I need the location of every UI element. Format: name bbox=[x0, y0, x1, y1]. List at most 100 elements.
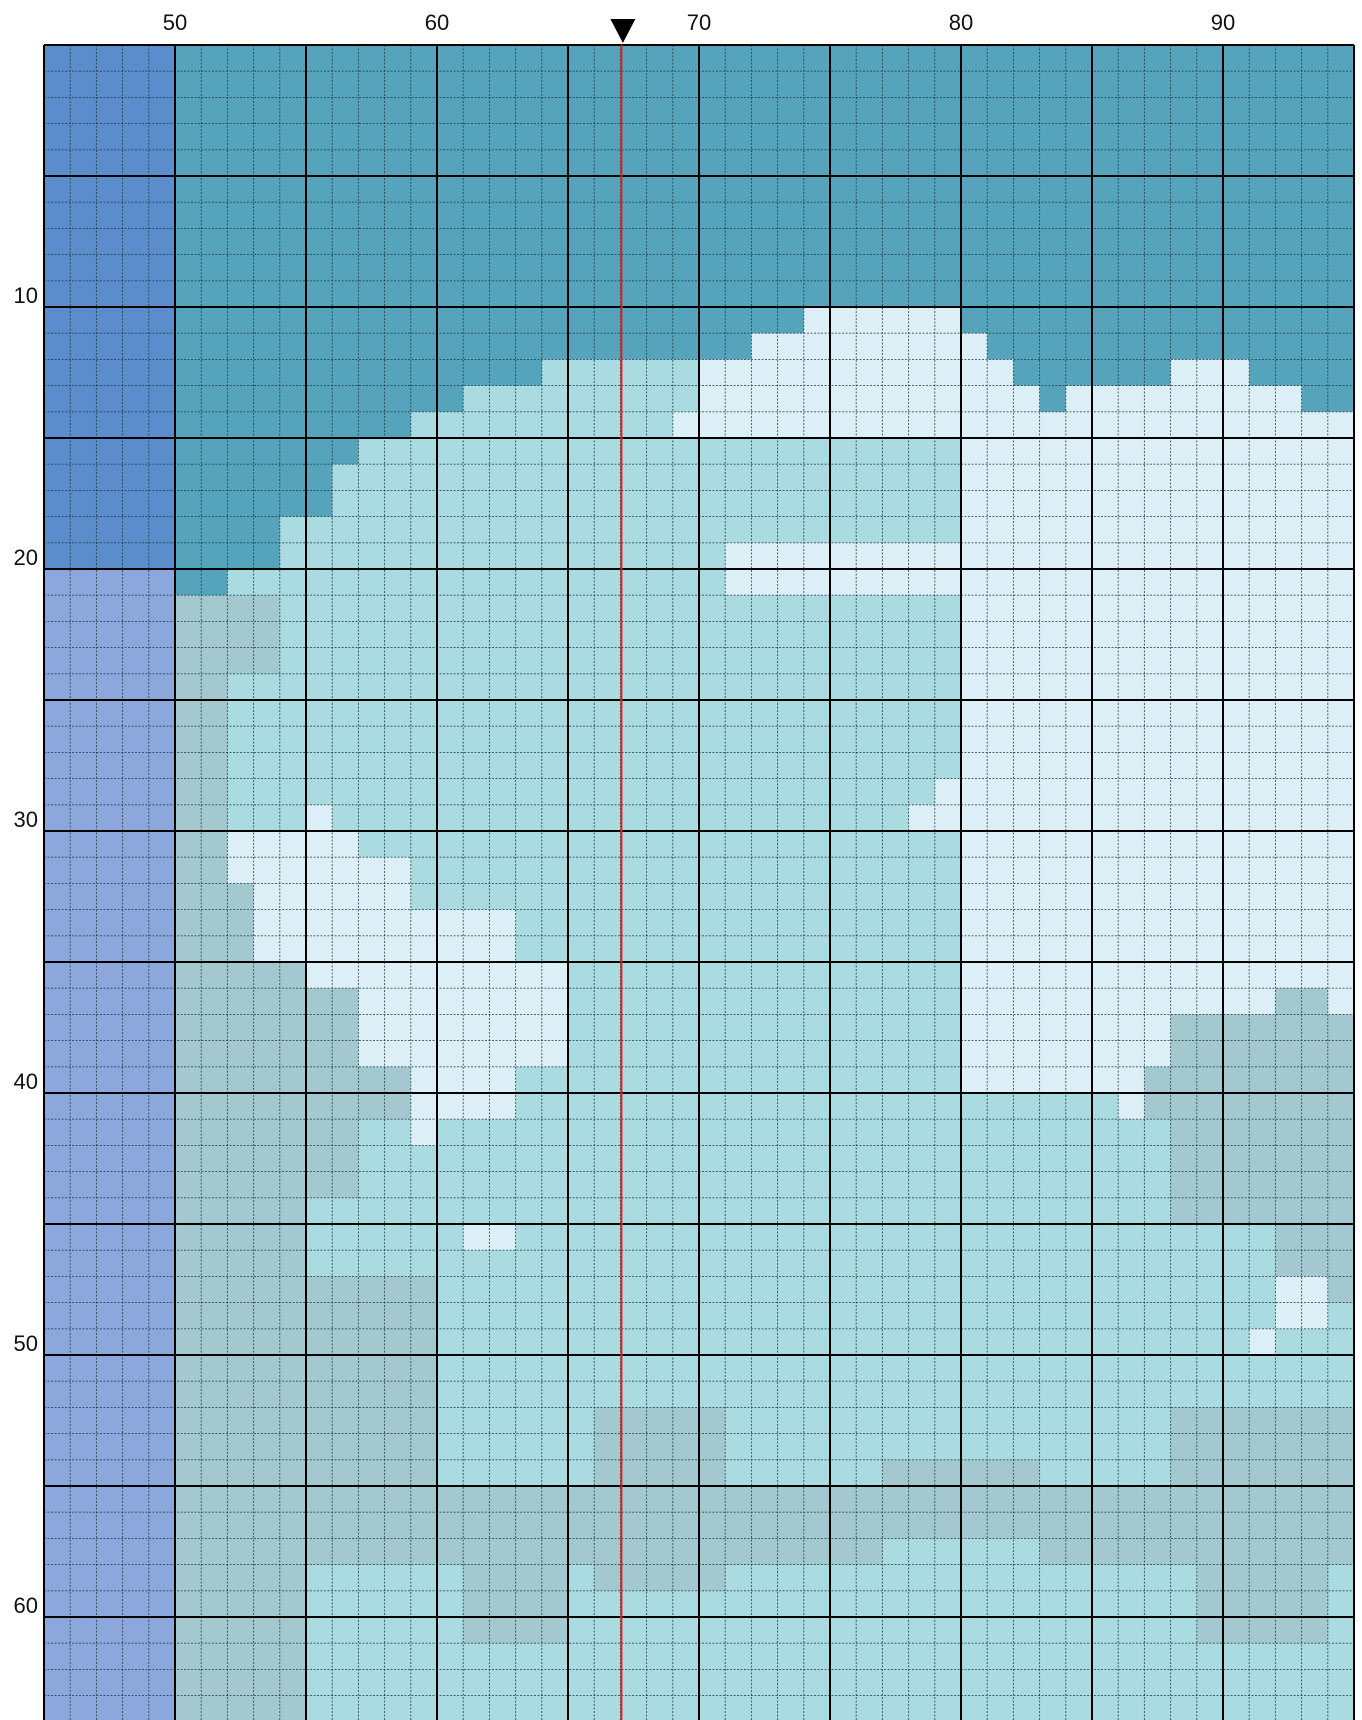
stitch-run-aqua bbox=[568, 962, 962, 989]
stitch-run-aqua bbox=[437, 1328, 1250, 1356]
stitch-run-lavender bbox=[44, 1433, 176, 1461]
stitch-run-blue bbox=[44, 307, 176, 334]
stitch-run-grey bbox=[175, 1171, 359, 1199]
stitch-run-ice bbox=[961, 1066, 1145, 1094]
column-label-50: 50 bbox=[163, 10, 187, 35]
stitch-run-blue bbox=[44, 542, 176, 570]
column-label-70: 70 bbox=[687, 10, 711, 35]
stitch-run-lavender bbox=[44, 1617, 176, 1644]
stitch-run-lavender bbox=[44, 962, 176, 989]
stitch-run-lavender bbox=[44, 1512, 176, 1539]
stitch-run-grey bbox=[175, 935, 254, 963]
stitch-run-ice bbox=[961, 935, 1355, 963]
stitch-run-blue bbox=[44, 411, 176, 439]
stitch-run-lavender bbox=[44, 1276, 176, 1303]
stitch-run-aqua bbox=[1327, 1564, 1355, 1592]
stitch-run-teal bbox=[175, 280, 1355, 308]
stitch-run-ice bbox=[961, 909, 1355, 937]
major-grid-lines bbox=[43, 44, 1355, 1720]
stitch-run-blue bbox=[44, 176, 176, 203]
stitch-run-aqua bbox=[463, 385, 700, 413]
stitch-run-lavender bbox=[44, 1197, 176, 1225]
stitch-run-lavender bbox=[44, 1171, 176, 1199]
stitch-run-aqua bbox=[1275, 1328, 1355, 1356]
stitch-run-blue bbox=[44, 45, 176, 72]
stitch-run-lavender bbox=[44, 1643, 176, 1670]
stitch-run-aqua bbox=[515, 909, 962, 937]
stitch-run-ice bbox=[961, 621, 1355, 648]
stitch-run-grey bbox=[175, 883, 254, 910]
stitch-run-aqua bbox=[1327, 1590, 1355, 1618]
stitch-run-ice bbox=[961, 726, 1355, 753]
stitch-run-lavender bbox=[44, 1119, 176, 1146]
stitch-run-grey bbox=[1170, 1119, 1355, 1146]
stitch-run-ice bbox=[961, 490, 1355, 517]
stitch-run-aqua bbox=[410, 883, 962, 910]
stitch-run-blue bbox=[44, 438, 176, 465]
stitch-run-ice bbox=[227, 857, 412, 884]
stitch-run-lavender bbox=[44, 1014, 176, 1041]
stitch-run-aqua bbox=[358, 1145, 1171, 1172]
stitch-run-ice bbox=[961, 752, 1355, 779]
stitch-run-grey bbox=[175, 962, 307, 989]
stitch-run-ice bbox=[961, 962, 1355, 989]
stitch-run-grey bbox=[1170, 1433, 1355, 1461]
stitch-run-lavender bbox=[44, 1486, 176, 1513]
stitch-run-grey bbox=[1196, 1590, 1329, 1618]
stitch-run-grey bbox=[1327, 1276, 1355, 1303]
stitch-run-aqua bbox=[358, 831, 962, 858]
stitch-run-ice bbox=[699, 385, 1040, 413]
stitch-run-ice bbox=[306, 804, 333, 832]
stitch-run-grey bbox=[175, 1093, 412, 1120]
stitch-run-ice bbox=[961, 883, 1355, 910]
stitch-run-grey bbox=[1170, 1014, 1355, 1041]
stitch-run-blue bbox=[44, 359, 176, 386]
stitch-run-grey bbox=[1196, 1617, 1329, 1644]
stitch-run-blue bbox=[44, 97, 176, 124]
stitch-run-grey bbox=[175, 1040, 359, 1068]
stitch-run-aqua bbox=[568, 1014, 962, 1041]
stitch-run-ice bbox=[961, 464, 1355, 491]
axis-labels: 50 60 70 80 90 10 20 30 40 50 60 bbox=[14, 10, 1236, 1618]
stitch-run-aqua bbox=[410, 857, 962, 884]
stitch-run-ice bbox=[961, 857, 1355, 884]
stitch-run-lavender bbox=[44, 909, 176, 937]
stitch-run-lavender bbox=[44, 569, 176, 596]
stitch-run-grey bbox=[175, 1669, 307, 1696]
stitch-run-aqua bbox=[306, 1197, 1171, 1225]
stitch-run-ice bbox=[961, 831, 1355, 858]
stitch-run-grey bbox=[594, 1433, 726, 1461]
stitch-run-lavender bbox=[44, 1040, 176, 1068]
stitch-run-teal bbox=[1039, 385, 1067, 413]
stitch-run-aqua bbox=[358, 438, 962, 465]
stitch-run-aqua bbox=[568, 988, 962, 1015]
stitch-run-lavender bbox=[44, 726, 176, 753]
stitch-run-teal bbox=[175, 149, 1355, 177]
stitch-run-lavender bbox=[44, 804, 176, 832]
stitch-run-ice bbox=[961, 700, 1355, 727]
stitch-run-teal bbox=[175, 97, 1355, 124]
stitch-run-ice bbox=[908, 804, 1355, 832]
stitch-run-lavender bbox=[44, 621, 176, 648]
stitch-run-grey bbox=[175, 1197, 307, 1225]
stitch-run-grey bbox=[175, 1512, 1355, 1539]
stitch-run-blue bbox=[44, 516, 176, 544]
stitch-run-lavender bbox=[44, 1093, 176, 1120]
stitch-run-grey bbox=[1275, 1250, 1355, 1277]
stitch-run-lavender bbox=[44, 1695, 176, 1720]
stitch-run-ice bbox=[961, 673, 1355, 701]
stitch-run-grey bbox=[175, 1538, 883, 1565]
stitch-run-ice bbox=[1170, 359, 1250, 386]
stitch-run-aqua bbox=[227, 569, 726, 596]
stitch-run-grey bbox=[175, 1486, 1355, 1513]
stitch-run-grey bbox=[1170, 1171, 1355, 1199]
stitch-run-aqua bbox=[725, 1407, 1171, 1434]
stitch-run-blue bbox=[44, 385, 176, 413]
stitch-run-blue bbox=[44, 149, 176, 177]
stitch-run-teal bbox=[175, 202, 1355, 229]
stitch-run-lavender bbox=[44, 883, 176, 910]
stitch-run-grey bbox=[175, 1590, 307, 1618]
stitch-run-lavender bbox=[44, 935, 176, 963]
stitch-run-lavender bbox=[44, 1564, 176, 1592]
row-label-30: 30 bbox=[14, 807, 38, 832]
